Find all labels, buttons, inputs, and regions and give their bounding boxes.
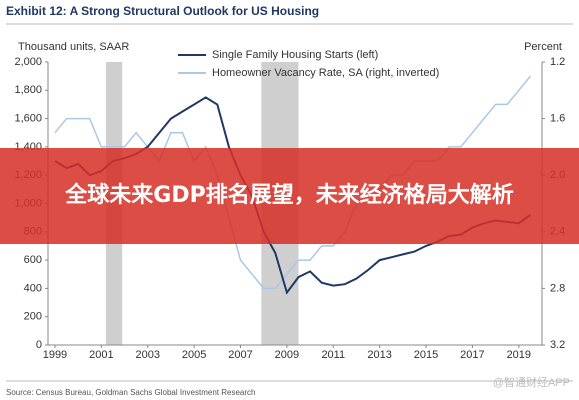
y-tick-label: 600	[24, 254, 42, 266]
y2-tick-label: 3.2	[550, 339, 565, 351]
y-tick-label: 400	[24, 282, 42, 294]
series-line	[54, 75, 531, 290]
banner: 全球未来GDP排名展望，未来经济格局大解析	[0, 148, 579, 244]
y-tick-label: 200	[24, 311, 42, 323]
legend-label: Homeowner Vacancy Rate, SA (right, inver…	[212, 67, 439, 79]
x-tick-label: 2013	[367, 349, 391, 361]
y2-tick-label: 1.6	[550, 113, 565, 125]
x-tick-label: 2007	[228, 349, 252, 361]
x-tick-label: 2017	[460, 349, 484, 361]
x-tick-label: 2003	[135, 349, 159, 361]
y2-axis-label: Percent	[524, 41, 562, 53]
watermark: @智通财经APP	[493, 375, 570, 389]
x-tick-label: 2015	[414, 349, 438, 361]
y-tick-label: 2,000	[14, 56, 42, 68]
x-tick-label: 2001	[89, 349, 113, 361]
banner-text: 全球未来GDP排名展望，未来经济格局大解析	[65, 183, 514, 208]
y-tick-label: 1,600	[14, 113, 42, 125]
y-axis-label: Thousand units, SAAR	[18, 41, 129, 53]
x-tick-label: 2011	[321, 349, 345, 361]
x-tick-label: 2019	[507, 349, 531, 361]
y2-tick-label: 2.8	[550, 282, 565, 294]
source: Source: Census Bureau, Goldman Sachs Glo…	[6, 388, 255, 397]
chart-title: Exhibit 12: A Strong Structural Outlook …	[6, 4, 319, 18]
x-tick-label: 2009	[275, 349, 299, 361]
x-tick-label: 1999	[43, 349, 67, 361]
legend-label: Single Family Housing Starts (left)	[212, 49, 378, 61]
x-tick-label: 2005	[182, 349, 206, 361]
y2-tick-label: 1.2	[550, 56, 565, 68]
y-tick-label: 0	[36, 339, 42, 351]
y-tick-label: 1,800	[14, 84, 42, 96]
